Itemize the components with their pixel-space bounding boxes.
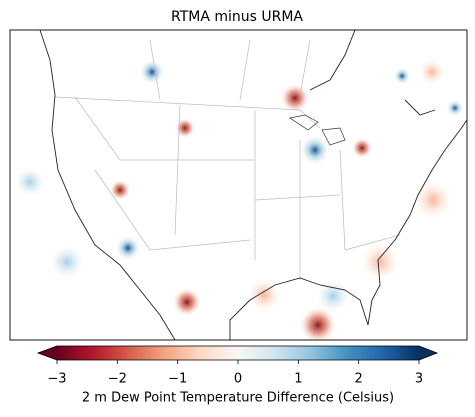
colorbar-tick-label: −1: [168, 372, 187, 387]
colorbar-tick-label: 2: [355, 372, 363, 387]
colorbar-tick-label: 3: [415, 372, 423, 387]
anomaly-blob: [110, 180, 130, 200]
anomaly-blob: [394, 68, 410, 84]
colorbar-extend-high: [419, 346, 437, 360]
map-background: [10, 30, 467, 340]
map: [10, 30, 467, 340]
anomaly-blob: [116, 236, 140, 260]
anomaly-blob: [415, 182, 451, 218]
coastline: [39, 30, 467, 340]
colorbar-extend-low: [38, 346, 57, 360]
anomaly-blob: [173, 288, 201, 316]
great-lakes: [289, 114, 346, 146]
map-title: RTMA minus URMA: [171, 9, 303, 25]
colorbar-tick-label: −3: [47, 372, 66, 387]
anomaly-blob: [300, 307, 336, 340]
colorbar: [36, 345, 439, 361]
borders: [54, 39, 401, 280]
colorbar-ramp: [57, 346, 419, 360]
colorbar-label: 2 m Dew Point Temperature Difference (Ce…: [82, 391, 394, 406]
colorbar-tick-label: 1: [294, 372, 302, 387]
anomaly-blob: [281, 84, 309, 112]
anomaly-blob: [175, 118, 195, 138]
map-frame: [9, 29, 468, 341]
colorbar-tick-label: 0: [234, 372, 242, 387]
anomaly-blob: [16, 168, 44, 196]
anomaly-blob: [420, 60, 444, 84]
anomaly-blob: [248, 279, 280, 311]
anomaly-blob: [140, 60, 164, 84]
anomaly-blob: [447, 100, 463, 116]
anomaly-blob: [301, 136, 329, 164]
anomaly-field: [16, 60, 463, 340]
anomaly-blob: [362, 244, 398, 280]
anomaly-blob: [51, 246, 83, 278]
state-borders: [54, 39, 401, 280]
colorbar-tick-label: −2: [108, 372, 127, 387]
anomaly-blob: [317, 280, 349, 312]
anomaly-blob: [352, 138, 372, 158]
